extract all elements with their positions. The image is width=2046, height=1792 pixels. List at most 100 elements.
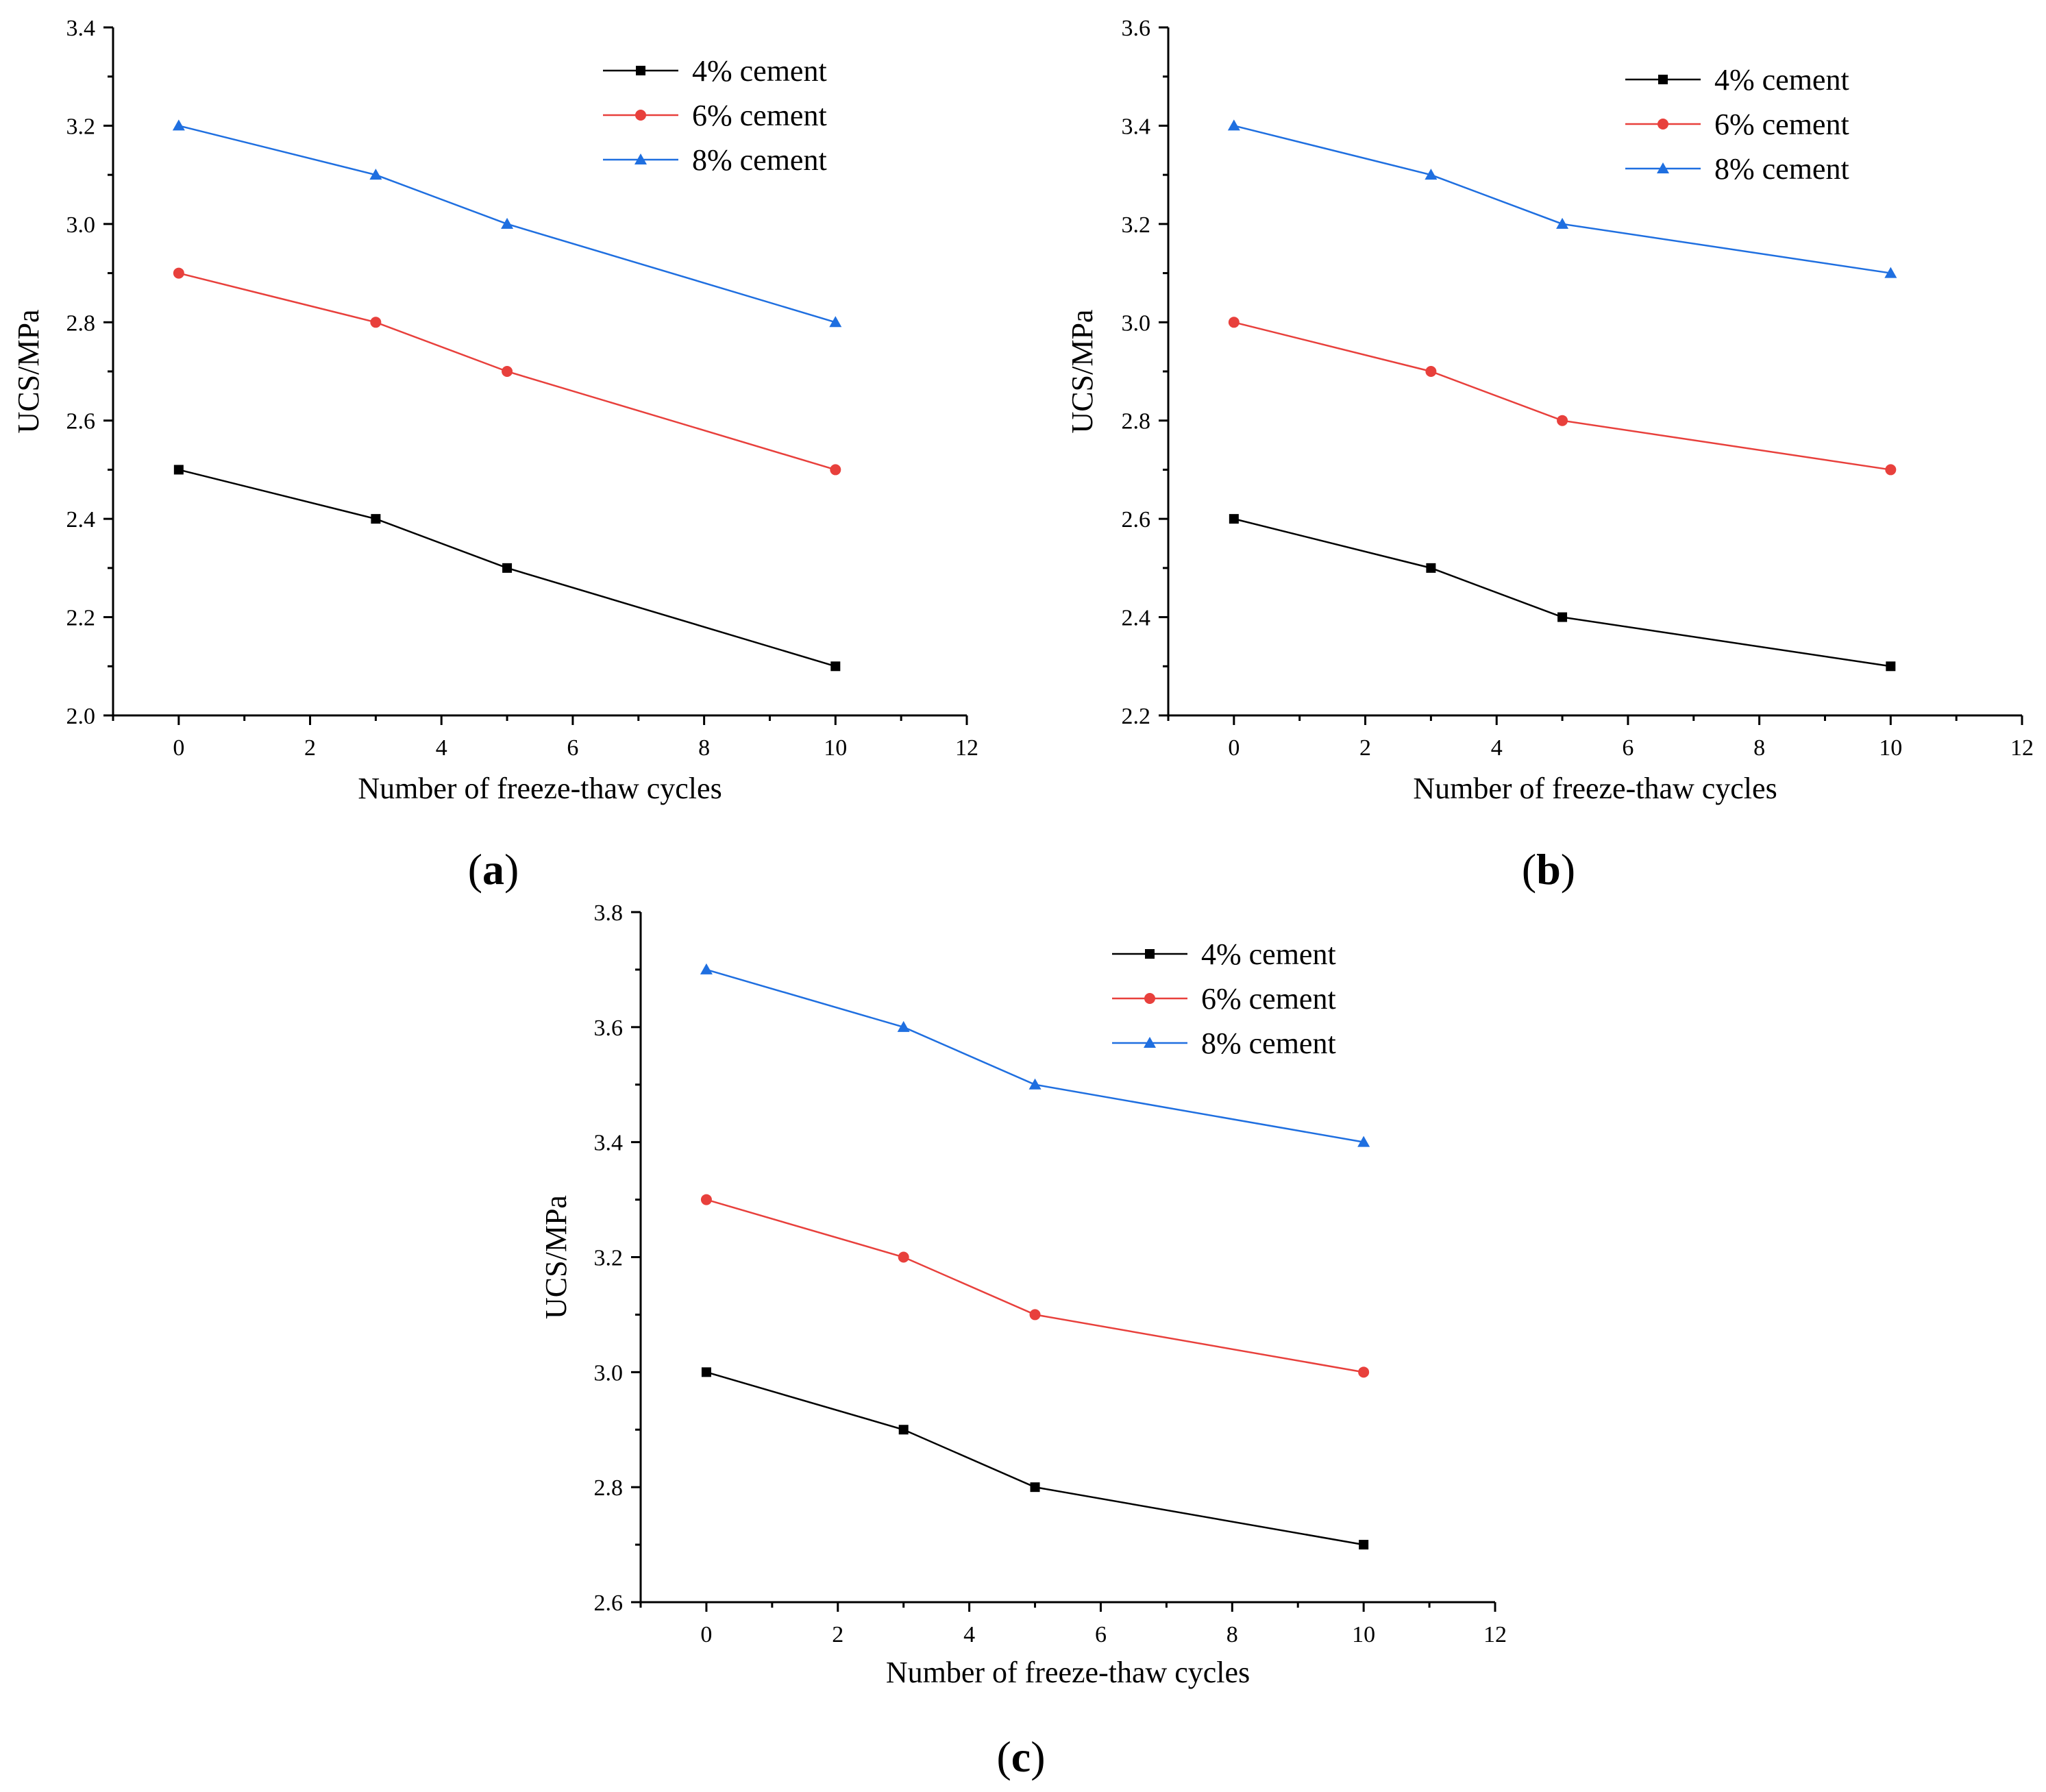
y-tick-label: 3.0 [594,1360,624,1386]
data-point [1227,119,1240,131]
data-point [1884,267,1897,278]
x-tick-label: 4 [963,1622,975,1647]
y-tick-label: 3.8 [594,900,624,926]
data-point [1228,317,1240,328]
legend-label: 4% cement [692,54,827,88]
data-point [830,661,841,672]
y-tick-label: 3.6 [1122,16,1151,41]
legend-marker [1145,949,1155,959]
y-tick-label: 2.8 [594,1475,624,1501]
series-line [706,1199,1364,1373]
series-line [706,1371,1364,1546]
y-tick-label: 2.8 [66,310,96,336]
legend-marker [635,110,646,121]
y-tick-label: 2.2 [1122,704,1151,729]
series-line [1233,125,1891,274]
legend-label: 6% cement [1201,982,1336,1016]
y-tick-label: 3.6 [594,1016,624,1041]
series-3 [700,963,1370,1147]
y-tick-label: 2.2 [66,606,96,631]
chart-panel-b: 2.2 2.4 2.6 2.8 3.0 3.2 3.4 3.6 0 2 4 6 8 10 12 Number … [1065,16,2034,894]
y-tick-label: 3.4 [594,1131,624,1156]
x-tick-label: 6 [1095,1622,1107,1647]
series-line [178,469,836,667]
series-1 [173,465,841,672]
x-tick-label: 4 [1491,735,1503,761]
legend-label: 8% cement [1714,152,1849,186]
x-tick-label: 4 [436,735,447,761]
legend-marker [636,66,645,75]
series-1 [701,1367,1369,1550]
x-tick-label: 2 [832,1622,843,1647]
data-point [1426,563,1436,573]
data-point [1357,1136,1370,1147]
legend-entry: 8% cement [1625,152,1849,186]
legend-entry: 4% cement [603,54,827,88]
x-tick-label: 12 [1483,1622,1507,1647]
chart-panel-a: 2.0 2.2 2.4 2.6 2.8 3.0 3.2 3.4 0 2 4 6 8 10 12 Number … [12,16,978,894]
legend-label: 4% cement [1714,63,1849,97]
x-tick-label: 8 [1227,1622,1238,1647]
series-2 [700,1194,1370,1378]
data-point [897,1020,910,1032]
x-tick-label: 0 [173,735,184,761]
x-tick-label: 10 [824,735,847,761]
legend-marker [1657,119,1668,130]
x-tick-label: 2 [304,735,316,761]
data-point [1557,612,1568,622]
data-point [829,316,842,328]
x-tick-label: 6 [1622,735,1634,761]
series-line [1233,517,1891,667]
x-axis-title: Number of freeze-thaw cycles [1413,772,1777,805]
data-point [501,217,514,229]
series-line [178,272,836,471]
y-axis-title: UCS/MPa [539,1195,573,1319]
x-tick-label: 10 [1352,1622,1375,1647]
y-tick-label: 2.8 [1122,409,1151,434]
data-point [1885,464,1897,476]
data-point [1359,1540,1369,1550]
data-point [370,317,382,328]
data-point [898,1251,909,1263]
panel-label: (c) [996,1732,1045,1781]
y-tick-label: 3.4 [1122,114,1151,139]
x-tick-label: 8 [698,735,710,761]
data-point [1557,415,1568,426]
series-1 [1229,514,1896,672]
series-3 [172,119,842,328]
legend-entry: 8% cement [1112,1027,1336,1060]
x-axis-title: Number of freeze-thaw cycles [358,772,722,805]
legend-label: 4% cement [1201,937,1336,971]
data-point [502,563,513,573]
data-point [371,514,381,524]
y-tick-label: 3.0 [1122,310,1151,336]
series-2 [1228,317,1897,476]
legend-label: 8% cement [692,143,827,177]
y-tick-label: 2.6 [594,1591,624,1616]
chart-panel-c: 2.6 2.8 3.0 3.2 3.4 3.6 3.8 0 2 4 6 8 10 12 Number of … [539,900,1507,1781]
legend-marker [1657,162,1669,173]
legend-entry: 4% cement [1112,937,1336,971]
data-point [1229,514,1239,524]
legend-entry: 8% cement [603,143,827,177]
y-tick-label: 2.4 [66,507,96,532]
y-tick-label: 3.0 [66,212,96,238]
series-2 [173,267,841,476]
legend-label: 8% cement [1201,1027,1336,1060]
data-point [502,366,513,377]
legend-entry: 6% cement [603,99,827,132]
y-tick-label: 2.0 [66,704,96,729]
x-tick-label: 10 [1879,735,1902,761]
data-point [369,169,382,180]
legend-marker [1658,75,1668,84]
data-point [701,1367,711,1377]
data-point [1358,1366,1370,1378]
series-line [706,968,1364,1143]
legend-marker [634,154,647,164]
x-tick-label: 12 [955,735,978,761]
data-point [173,465,184,475]
x-axis-title: Number of freeze-thaw cycles [886,1656,1250,1689]
series-line [178,125,836,323]
data-point [700,1194,712,1205]
